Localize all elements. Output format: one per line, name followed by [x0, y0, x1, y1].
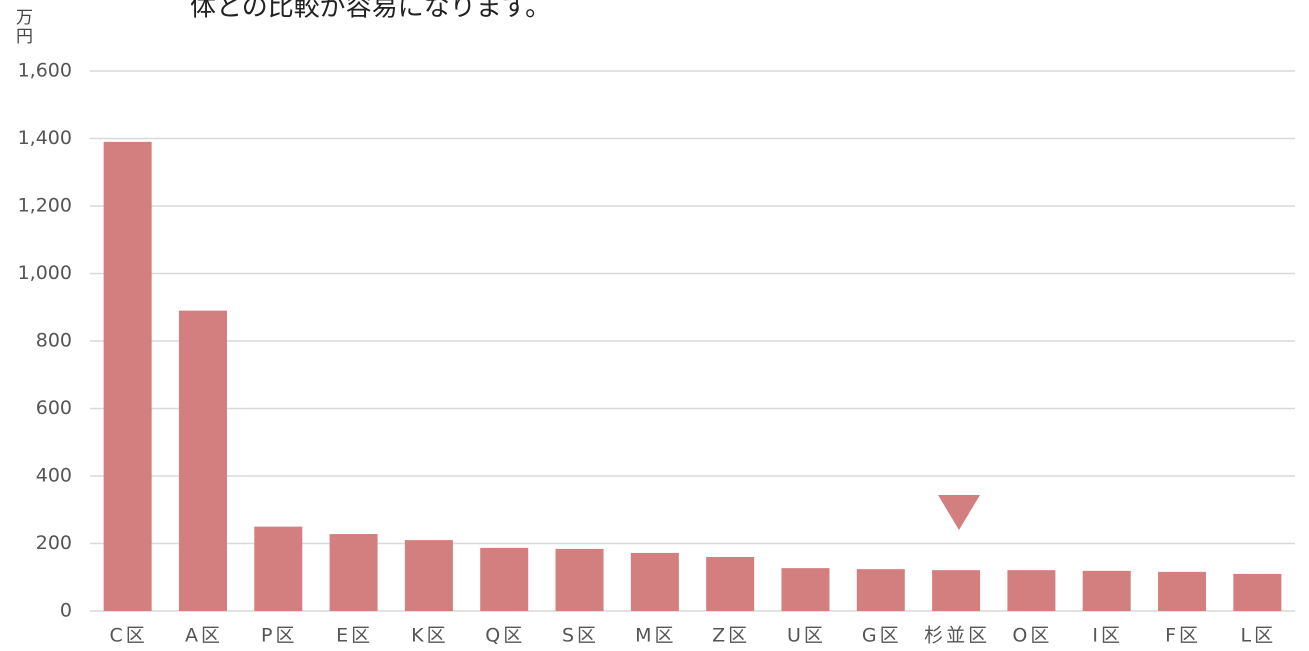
- bar: [856, 569, 905, 611]
- y-tick-label: 400: [36, 465, 72, 487]
- x-tick-label: G区: [862, 625, 902, 647]
- x-tick-label: M区: [635, 625, 676, 647]
- y-tick-label: 1,000: [18, 262, 72, 284]
- x-tick-label: U区: [787, 625, 826, 647]
- bar: [932, 570, 981, 611]
- x-tick-label: Q区: [485, 625, 525, 647]
- bar: [630, 552, 679, 611]
- x-tick-label: 杉並区: [924, 625, 990, 647]
- y-tick-label: 800: [36, 330, 72, 352]
- x-tick-label: F区: [1165, 625, 1201, 647]
- bar: [254, 526, 303, 611]
- x-tick-label: P区: [261, 625, 297, 647]
- bar: [178, 310, 227, 611]
- x-tick-label: C区: [110, 625, 148, 647]
- y-tick-label: 1,400: [18, 127, 72, 149]
- bar: [480, 547, 529, 611]
- x-tick-label: Z区: [712, 625, 750, 647]
- x-tick-label: A区: [185, 625, 223, 647]
- bar: [1233, 573, 1282, 611]
- y-tick-label: 0: [60, 600, 72, 622]
- x-tick-label: K区: [411, 625, 448, 647]
- bar: [1007, 570, 1056, 611]
- y-tick-label: 200: [36, 532, 72, 554]
- x-tick-label: S区: [562, 625, 599, 647]
- bar: [103, 141, 152, 611]
- y-tick-label: 600: [36, 397, 72, 419]
- x-tick-label: E区: [336, 625, 373, 647]
- y-tick-label: 1,600: [18, 60, 72, 82]
- bar: [781, 568, 830, 611]
- y-tick-label: 1,200: [18, 195, 72, 217]
- highlight-marker: [938, 495, 980, 530]
- x-tick-label: L区: [1241, 625, 1277, 647]
- chart-subtitle: 体との比較が容易になります。: [190, 0, 551, 23]
- bar: [1158, 571, 1207, 611]
- x-tick-label: O区: [1012, 625, 1052, 647]
- bar: [706, 557, 755, 611]
- y-axis-label: 万円: [12, 8, 33, 46]
- bar: [404, 540, 453, 611]
- x-tick-label: I区: [1092, 625, 1123, 647]
- bar: [555, 548, 604, 611]
- bar: [329, 534, 378, 611]
- bar: [1082, 570, 1131, 611]
